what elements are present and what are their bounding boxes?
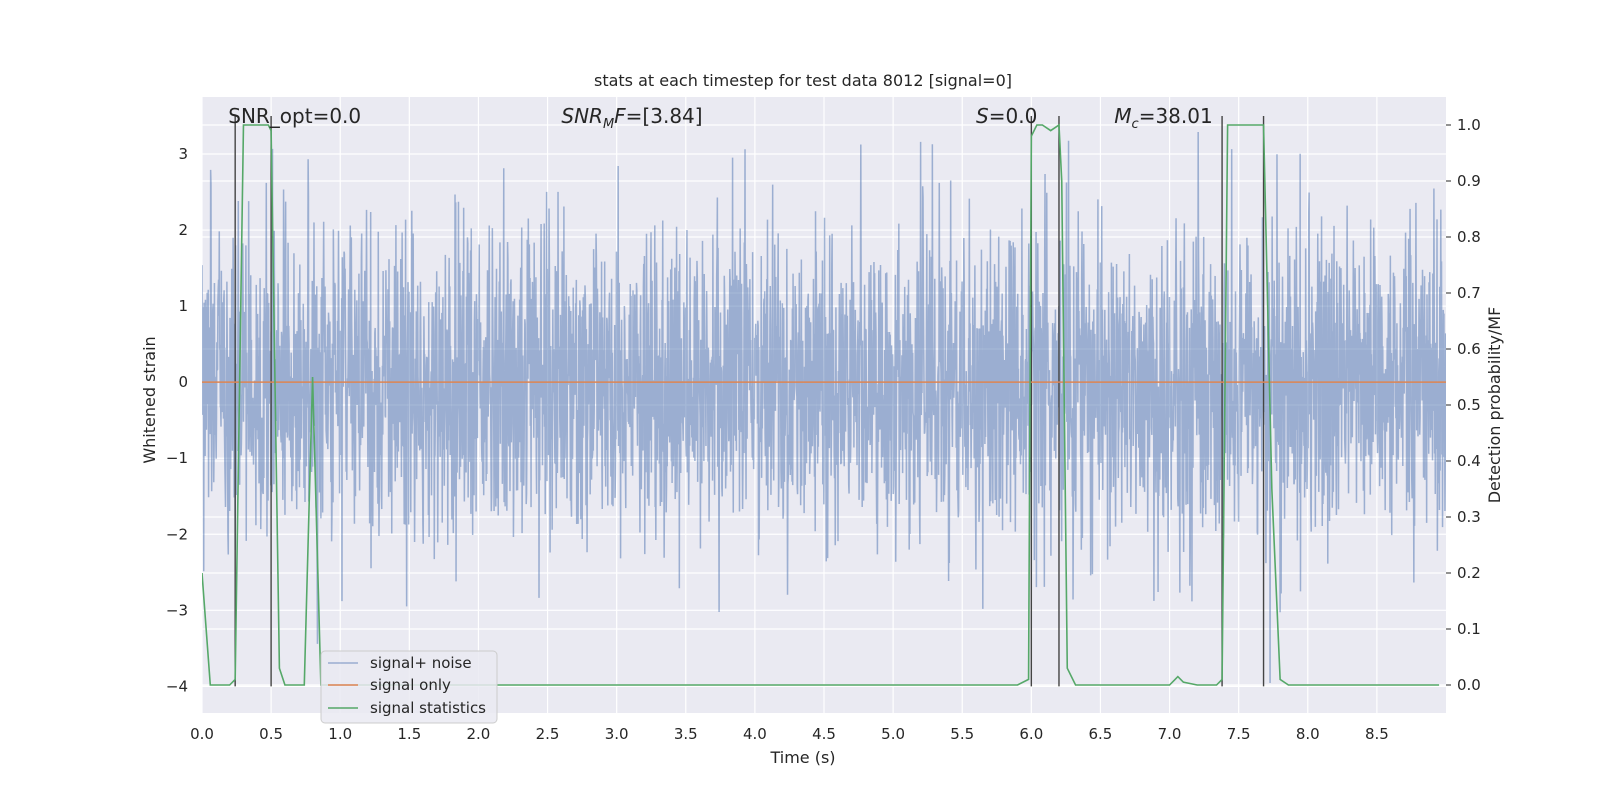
annotation-s-stat: S=0.0 xyxy=(976,104,1037,128)
y-axis-ticks: −4 −3 −2 −1 0 1 2 3 xyxy=(166,145,188,695)
y-tick-label: −2 xyxy=(166,525,188,543)
legend-box xyxy=(320,650,498,724)
y-right-tick-label: 0.5 xyxy=(1457,396,1481,414)
x-tick-label: 1.0 xyxy=(328,725,352,743)
legend-label-signal-statistics: signal statistics xyxy=(370,699,486,717)
x-tick-label: 1.5 xyxy=(397,725,421,743)
x-tick-label: 7.0 xyxy=(1158,725,1182,743)
x-axis-ticks: 0.0 0.5 1.0 1.5 2.0 2.5 3.0 3.5 4.0 4.5 5.0 5.5 6.0 6… xyxy=(190,725,1389,743)
x-tick-label: 8.5 xyxy=(1365,725,1389,743)
x-tick-label: 5.5 xyxy=(950,725,974,743)
annotation-mc: Mc=38.01 xyxy=(1114,104,1212,132)
series-signal-statistics xyxy=(202,123,1440,686)
x-tick-label: 4.0 xyxy=(743,725,767,743)
x-tick-label: 2.5 xyxy=(536,725,560,743)
annotations: SNR_opt=0.0 SNRMF=[3.84] S=0.0 Mc=38.01 xyxy=(228,104,1212,132)
annotation-snr-opt: SNR_opt=0.0 xyxy=(228,104,361,128)
y-right-tick-label: 0.3 xyxy=(1457,508,1481,526)
x-tick-label: 3.5 xyxy=(674,725,698,743)
y-axis-label: Whitened strain xyxy=(140,336,159,463)
y-tick-label: 0 xyxy=(178,373,188,391)
x-tick-label: 4.5 xyxy=(812,725,836,743)
y-right-tick-label: 0.0 xyxy=(1457,676,1481,694)
legend: signal+ noise signal only signal statist… xyxy=(320,650,498,724)
y-tick-label: −4 xyxy=(166,677,188,695)
x-tick-label: 6.5 xyxy=(1089,725,1113,743)
x-tick-label: 0.0 xyxy=(190,725,214,743)
detection-markers xyxy=(234,116,1265,687)
x-tick-label: 3.0 xyxy=(605,725,629,743)
y-tick-label: 2 xyxy=(178,221,188,239)
series-signal-noise xyxy=(202,131,1446,684)
y-right-tick-label: 0.6 xyxy=(1457,340,1481,358)
y-right-tick-label: 0.9 xyxy=(1457,172,1481,190)
y-tick-label: −1 xyxy=(166,449,188,467)
x-tick-label: 8.0 xyxy=(1296,725,1320,743)
x-tick-label: 6.0 xyxy=(1019,725,1043,743)
x-tick-label: 7.5 xyxy=(1227,725,1251,743)
legend-label-signal-only: signal only xyxy=(370,676,451,694)
y-right-tick-label: 0.8 xyxy=(1457,228,1481,246)
y-right-tick-label: 0.2 xyxy=(1457,564,1481,582)
y-tick-label: −3 xyxy=(166,601,188,619)
legend-label-signal-noise: signal+ noise xyxy=(370,654,472,672)
x-tick-label: 5.0 xyxy=(881,725,905,743)
x-tick-label: 2.0 xyxy=(467,725,491,743)
y-right-axis-label: Detection probability/MF xyxy=(1485,307,1504,504)
x-tick-label: 0.5 xyxy=(259,725,283,743)
y-tick-label: 1 xyxy=(178,297,188,315)
x-axis-label: Time (s) xyxy=(769,748,835,767)
y-right-tick-label: 0.1 xyxy=(1457,620,1481,638)
y-right-tick-label: 1.0 xyxy=(1457,116,1481,134)
annotation-snr-mf: SNRMF=[3.84] xyxy=(561,104,702,132)
y-right-axis-ticks: 0.0 0.1 0.2 0.3 0.4 0.5 0.6 0.7 0.8 0.9 1.0 xyxy=(1446,116,1481,694)
y-right-tick-label: 0.7 xyxy=(1457,284,1481,302)
y-tick-label: 3 xyxy=(178,145,188,163)
chart-title: stats at each timestep for test data 801… xyxy=(594,71,1012,90)
y-right-tick-label: 0.4 xyxy=(1457,452,1481,470)
